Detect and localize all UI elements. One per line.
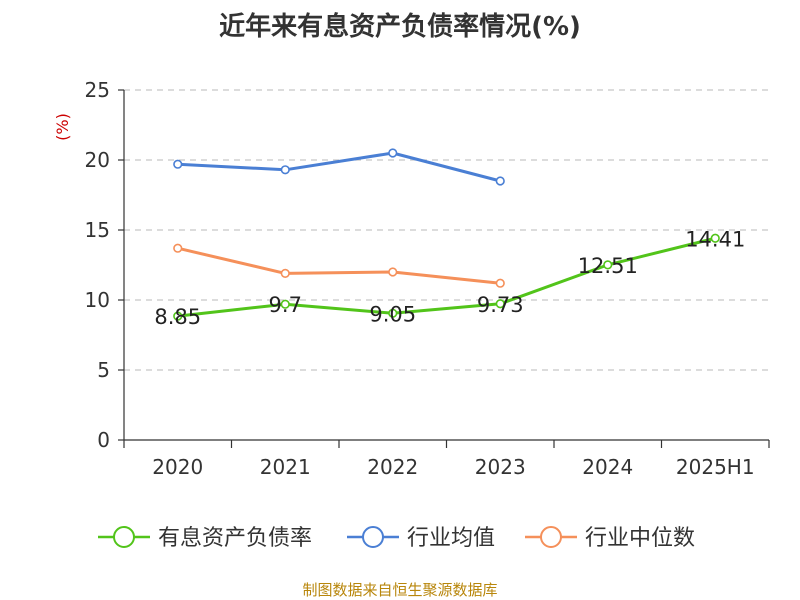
series-line xyxy=(177,151,501,183)
legend: 有息资产负债率 行业均值 行业中位数 xyxy=(98,526,695,551)
legend-marker xyxy=(540,526,562,548)
series-line xyxy=(177,246,501,285)
y-tick-label: 10 xyxy=(85,288,110,312)
y-tick-label: 0 xyxy=(97,428,110,452)
x-tick-label: 2021 xyxy=(260,455,311,479)
data-point xyxy=(280,165,290,175)
data-point xyxy=(173,243,183,253)
data-point xyxy=(388,308,398,318)
data-point xyxy=(388,267,398,277)
gridlines xyxy=(124,89,769,371)
y-tick-label: 15 xyxy=(85,218,110,242)
y-tick-label: 5 xyxy=(97,358,110,382)
data-label: 9.05 xyxy=(369,302,416,326)
data-point xyxy=(710,233,720,243)
data-label: 14.41 xyxy=(685,227,745,251)
data-point xyxy=(173,311,183,321)
data-label: 8.85 xyxy=(154,305,201,329)
data-point xyxy=(280,268,290,279)
series-lines xyxy=(173,148,720,321)
legend-label: 行业中位数 xyxy=(585,526,695,551)
legend-marker xyxy=(113,526,135,548)
data-point xyxy=(388,148,398,158)
legend-label: 有息资产负债率 xyxy=(158,526,312,551)
data-point xyxy=(495,299,505,309)
data-point xyxy=(280,299,290,309)
x-tick-label: 2024 xyxy=(582,455,633,479)
data-label: 9.73 xyxy=(477,293,524,317)
data-point xyxy=(603,260,613,270)
x-tick-label: 2020 xyxy=(152,455,203,479)
data-point xyxy=(173,159,183,169)
series-line xyxy=(177,236,716,318)
y-axis-label: (%) xyxy=(53,113,72,141)
x-tick-label: 2023 xyxy=(475,455,526,479)
data-point xyxy=(495,278,505,288)
y-tick-label: 25 xyxy=(85,78,110,102)
data-labels: 8.85 9.7 9.05 9.73 12.51 14.41 xyxy=(154,227,745,329)
legend-marker xyxy=(362,526,384,548)
x-tick-label: 2025H1 xyxy=(676,455,755,479)
chart-title: 近年来有息资产负债率情况(%) xyxy=(219,12,581,42)
x-tick-label: 2022 xyxy=(367,455,418,479)
data-label: 12.51 xyxy=(578,254,638,278)
data-point xyxy=(495,176,505,186)
source-note: 制图数据来自恒生聚源数据库 xyxy=(302,581,498,599)
data-label: 9.7 xyxy=(269,293,302,317)
legend-label: 行业均值 xyxy=(407,526,495,551)
axes: 0 5 10 15 20 25 2020 2021 2022 2023 2024 2025H1 xyxy=(85,78,770,479)
y-tick-label: 20 xyxy=(85,148,110,172)
